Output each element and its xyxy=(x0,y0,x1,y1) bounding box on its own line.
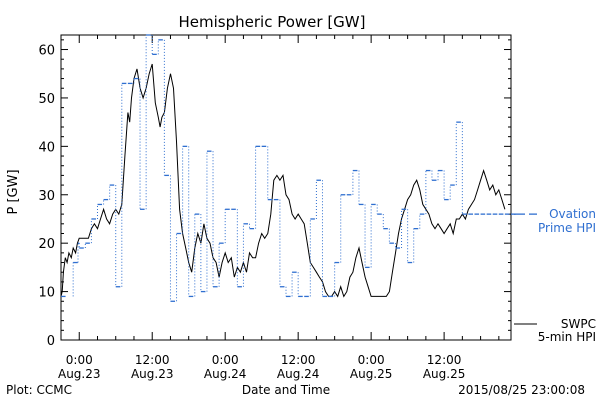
swpc-line xyxy=(60,63,506,298)
series-ovation xyxy=(61,34,516,302)
x-tick-label-time: 12:00 xyxy=(281,353,316,367)
y-tick-label: 60 xyxy=(38,44,55,59)
x-tick-label-time: 0:00 xyxy=(212,353,239,367)
x-tick-label-date: Aug.23 xyxy=(58,367,101,381)
footer-credit: Plot: CCMC xyxy=(6,383,72,397)
x-tick-label-time: 12:00 xyxy=(427,353,462,367)
plot-frame xyxy=(60,34,512,341)
y-axis-label: P [GW] xyxy=(6,169,21,214)
x-tick-label-date: Aug.25 xyxy=(350,367,393,381)
x-tick-label-time: 0:00 xyxy=(66,353,93,367)
footer-timestamp: 2015/08/25 23:00:08 xyxy=(458,383,585,397)
x-tick-label-date: Aug.23 xyxy=(131,367,174,381)
x-tick-label-date: Aug.25 xyxy=(423,367,466,381)
x-tick-label-time: 12:00 xyxy=(135,353,170,367)
legend-ovation-label-2: Prime HPI xyxy=(538,221,596,235)
series-layer xyxy=(60,34,516,302)
chart-title: Hemispheric Power [GW] xyxy=(179,13,366,31)
y-tick-label: 40 xyxy=(38,140,55,155)
series-swpc xyxy=(60,63,506,298)
plot-area xyxy=(60,34,512,341)
y-tick-label: 20 xyxy=(38,237,55,252)
x-tick-label-time: 0:00 xyxy=(358,353,385,367)
y-tick-label: 0 xyxy=(47,334,55,349)
y-tick-label: 50 xyxy=(38,92,55,107)
legend-swpc-label-1: SWPC xyxy=(561,317,596,331)
y-tick-label: 30 xyxy=(38,189,55,204)
legend-swpc-label-2: 5-min HPI xyxy=(538,330,596,344)
y-axis: 0 10 20 30 40 50 60 xyxy=(38,39,511,349)
x-tick-label-date: Aug.24 xyxy=(204,367,247,381)
x-axis: 0:00Aug.2312:00Aug.230:00Aug.2412:00Aug.… xyxy=(58,35,500,381)
legend-ovation-label-1: Ovation xyxy=(549,207,596,221)
x-axis-label: Date and Time xyxy=(242,383,330,397)
x-tick-label-date: Aug.24 xyxy=(277,367,320,381)
y-tick-label: 10 xyxy=(38,286,55,301)
